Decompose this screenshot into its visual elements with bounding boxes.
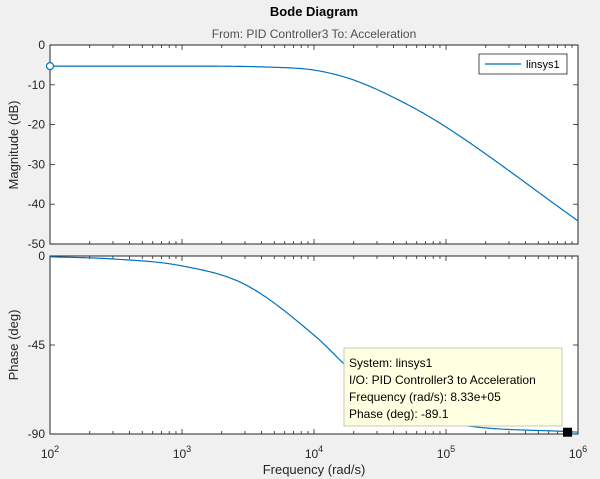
datatip-frequency: Frequency (rad/s): 8.33e+05 bbox=[349, 390, 501, 404]
datatip-io: I/O: PID Controller3 to Acceleration bbox=[349, 373, 536, 387]
x-tick-label: 102 bbox=[41, 444, 59, 461]
x-tick-label: 106 bbox=[569, 444, 587, 461]
x-tick-label: 104 bbox=[305, 444, 323, 461]
y-tick-label: -40 bbox=[28, 197, 46, 211]
y-tick-label: -45 bbox=[28, 338, 46, 352]
phase-ticks bbox=[49, 255, 579, 435]
phase-y-tick-labels: 0 -45 -90 bbox=[28, 249, 46, 441]
chart-subtitle: From: PID Controller3 To: Acceleration bbox=[212, 27, 417, 41]
datatip-system: System: linsys1 bbox=[349, 356, 433, 370]
y-tick-label: -90 bbox=[28, 427, 46, 441]
y-tick-label: 0 bbox=[38, 38, 45, 52]
datatip-box[interactable] bbox=[343, 347, 563, 427]
x-tick-labels: 102 103 104 105 106 bbox=[41, 444, 587, 461]
chart-title: Bode Diagram bbox=[270, 4, 358, 19]
legend[interactable]: linsys1 bbox=[478, 53, 568, 75]
magnitude-ticks bbox=[49, 44, 579, 245]
magnitude-series-line[interactable] bbox=[50, 65, 579, 222]
legend-entry: linsys1 bbox=[526, 59, 560, 71]
magnitude-axes[interactable] bbox=[49, 44, 579, 245]
y-tick-label: -10 bbox=[28, 78, 46, 92]
y-tick-label: -30 bbox=[28, 157, 46, 171]
y-tick-label: -20 bbox=[28, 118, 46, 132]
x-axis-label: Frequency (rad/s) bbox=[263, 462, 366, 477]
x-tick-label: 103 bbox=[173, 444, 191, 461]
magnitude-y-label: Magnitude (dB) bbox=[6, 101, 21, 190]
magnitude-datatip-marker[interactable] bbox=[45, 61, 55, 71]
phase-series-line[interactable] bbox=[49, 256, 579, 433]
magnitude-y-tick-labels: 0 -10 -20 -30 -40 -50 bbox=[28, 38, 46, 251]
y-tick-label: -50 bbox=[28, 237, 46, 251]
phase-y-label: Phase (deg) bbox=[6, 310, 21, 381]
x-tick-label: 105 bbox=[437, 444, 455, 461]
datatip[interactable]: System: linsys1 I/O: PID Controller3 to … bbox=[343, 347, 573, 437]
y-tick-label: 0 bbox=[38, 249, 45, 263]
datatip-phase: Phase (deg): -89.1 bbox=[349, 407, 449, 421]
datatip-marker[interactable] bbox=[563, 427, 573, 437]
